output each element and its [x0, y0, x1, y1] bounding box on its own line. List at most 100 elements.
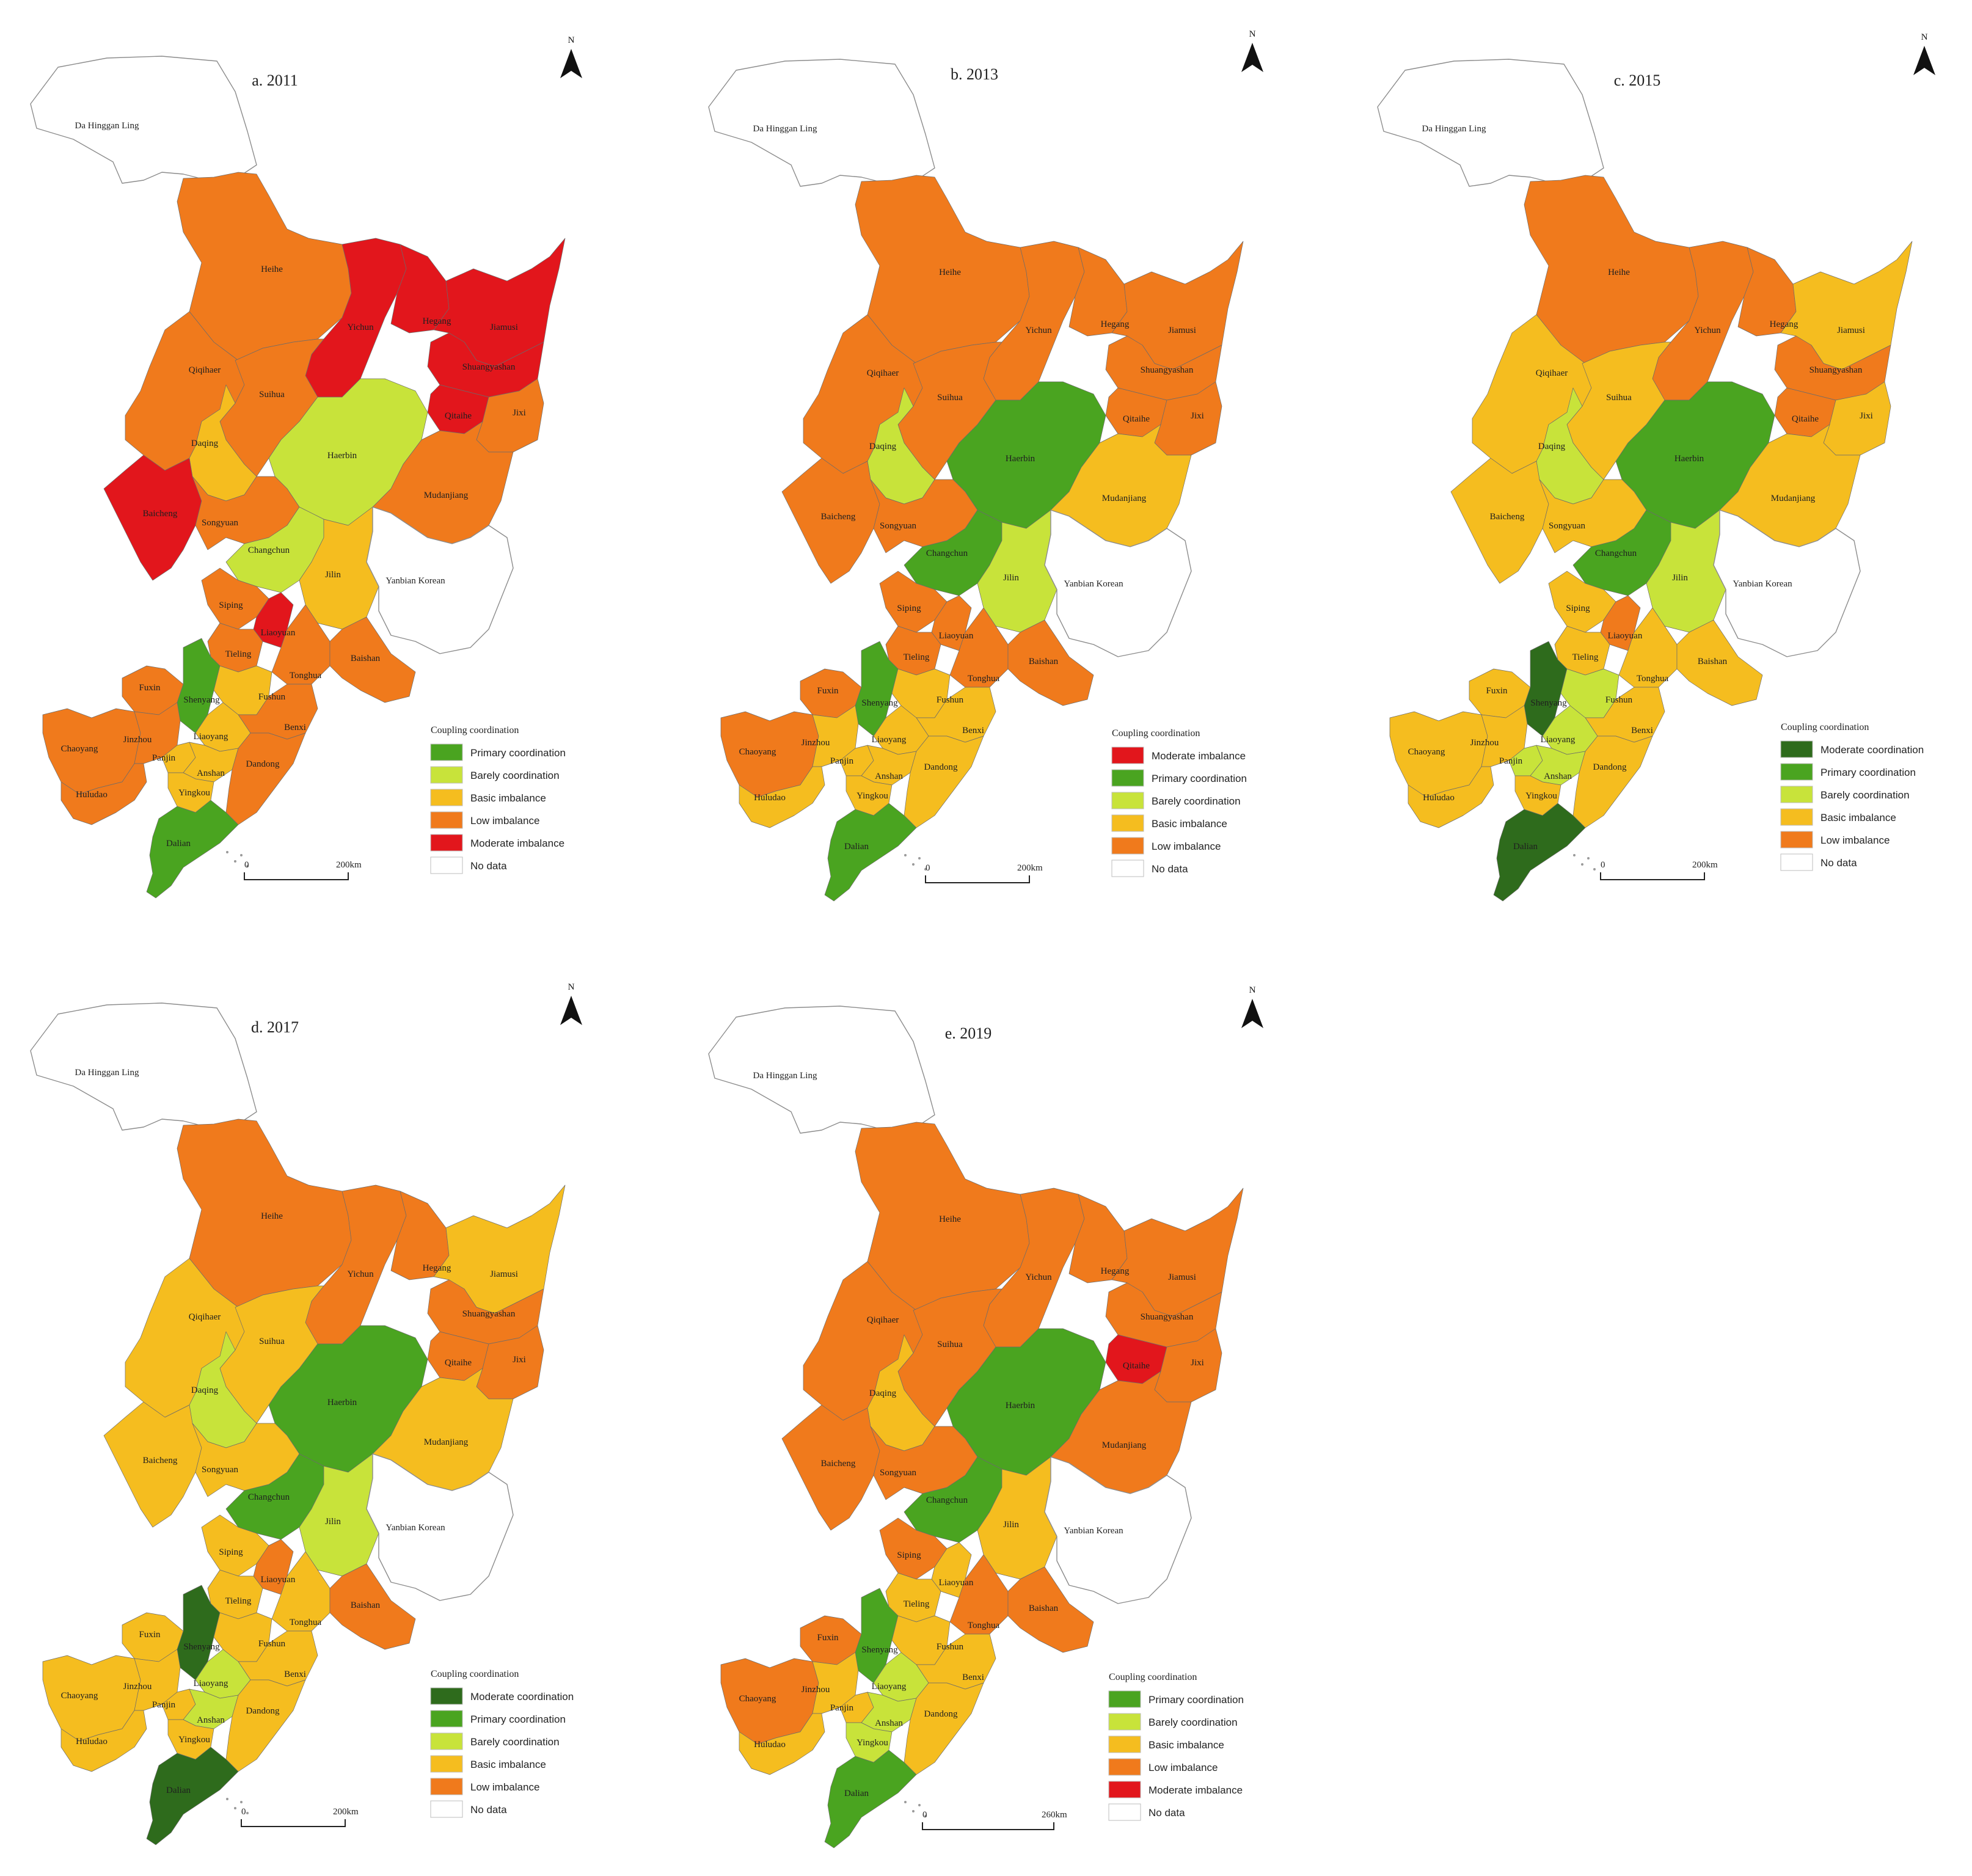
label-fushun: Fushun	[937, 1642, 964, 1652]
label-jilin: Jilin	[1672, 573, 1688, 583]
label-qiqihaer: Qiqihaer	[867, 1315, 899, 1325]
legend-swatch-primary-coordination	[430, 743, 463, 761]
panel-title: b. 2013	[951, 65, 998, 83]
region-yanbian-korean	[1044, 1456, 1192, 1604]
island-dot	[904, 1801, 907, 1803]
label-songyuan: Songyuan	[880, 521, 917, 531]
label-fushun: Fushun	[258, 1639, 286, 1649]
legend-swatch-primary-coordination	[1780, 763, 1813, 781]
label-jinzhou: Jinzhou	[123, 735, 152, 745]
label-tonghua: Tonghua	[290, 1618, 322, 1627]
label-huludao: Huludao	[1423, 793, 1455, 803]
legend-swatch-moderate-imbalance	[1111, 746, 1144, 764]
island-dot	[1573, 854, 1576, 856]
legend-swatch-basic-imbalance	[1108, 1735, 1141, 1753]
label-tonghua: Tonghua	[968, 1621, 1000, 1630]
island-dot	[246, 1812, 249, 1814]
legend-label: Basic imbalance	[1149, 1739, 1224, 1751]
label-shenyang: Shenyang	[861, 1645, 898, 1655]
label-haerbin: Haerbin	[327, 451, 357, 461]
label-mudanjiang: Mudanjiang	[1102, 494, 1147, 503]
legend-label: Basic imbalance	[1820, 812, 1896, 823]
region-huludao	[60, 763, 147, 825]
label-dandong: Dandong	[924, 1709, 958, 1719]
north-arrow-icon: N	[1913, 32, 1935, 75]
label-siping: Siping	[1566, 604, 1590, 613]
label-siping: Siping	[897, 1550, 921, 1560]
region-anshan	[183, 742, 239, 783]
label-benxi: Benxi	[962, 1673, 984, 1682]
label-jixi: Jixi	[513, 1355, 526, 1365]
legend-swatch-barely-coordination	[1111, 792, 1144, 809]
label-huludao: Huludao	[76, 1737, 108, 1746]
legend-swatch-basic-imbalance	[430, 1755, 463, 1773]
north-label: N	[1249, 985, 1256, 995]
legend: Coupling coordination Moderate imbalance P…	[1111, 728, 1247, 877]
label-tonghua: Tonghua	[1637, 674, 1669, 684]
label-yichun: Yichun	[1025, 1272, 1052, 1282]
legend-label: Low imbalance	[1820, 834, 1890, 846]
legend-swatch-basic-imbalance	[1111, 814, 1144, 832]
label-baishan: Baishan	[351, 654, 381, 663]
label-qiqihaer: Qiqihaer	[189, 365, 221, 375]
panel-title: a. 2011	[252, 71, 298, 89]
region-heihe	[177, 172, 352, 361]
label-jinzhou: Jinzhou	[1470, 738, 1499, 748]
legend-label: No data	[1152, 863, 1188, 875]
label-dandong: Dandong	[924, 762, 958, 772]
label-hegang: Hegang	[423, 316, 451, 326]
region-dandong	[904, 735, 984, 828]
label-baishan: Baishan	[1029, 1604, 1059, 1613]
legend-swatch-barely-coordination	[1108, 1713, 1141, 1731]
region-dalian	[146, 800, 239, 899]
label-liaoyang: Liaoyang	[872, 1682, 907, 1692]
legend-label: Barely coordination	[470, 770, 560, 781]
label-tonghua: Tonghua	[290, 671, 322, 681]
label-mudanjiang: Mudanjiang	[424, 1437, 469, 1447]
legend-label: Primary coordination	[470, 1714, 566, 1725]
label-changchun: Changchun	[1595, 549, 1637, 558]
island-dot	[1581, 863, 1583, 866]
region-baishan	[329, 1563, 416, 1650]
region-hegang	[390, 244, 450, 334]
island-dot	[246, 865, 249, 867]
panel-title: c. 2015	[1614, 71, 1661, 89]
region-anshan	[183, 1688, 239, 1729]
scale-distance-label: 200km	[1692, 860, 1718, 870]
label-panjin: Panjin	[152, 753, 176, 763]
label-liaoyang: Liaoyang	[194, 732, 228, 742]
region-da-hinggan-ling	[30, 1002, 257, 1131]
label-fuxin: Fuxin	[817, 686, 839, 696]
legend-label: No data	[1149, 1807, 1185, 1819]
label-qitaihe: Qitaihe	[445, 411, 472, 421]
island-dot	[240, 1801, 243, 1803]
label-benxi: Benxi	[1631, 726, 1653, 735]
map-panel-d-2017: Da Hinggan Ling Heihe Yichun Hegang Jiamusi Q…	[30, 1002, 566, 1845]
scale-zero-label: 0	[244, 860, 249, 870]
region-huludao	[739, 766, 825, 828]
label-chaoyang: Chaoyang	[61, 1691, 98, 1701]
north-arrow-icon: N	[1241, 985, 1263, 1028]
scale-zero-label: 0	[926, 863, 930, 873]
label-yingkou: Yingkou	[856, 791, 888, 801]
map-panel-c-2015: Da Hinggan Ling Heihe Yichun Hegang Jiamusi Q…	[1377, 59, 1913, 902]
region-baishan	[1007, 1566, 1094, 1653]
scale-bar: 0 200km	[244, 860, 362, 880]
label-chaoyang: Chaoyang	[739, 747, 776, 757]
region-da-hinggan-ling	[708, 1006, 935, 1134]
label-panjin: Panjin	[830, 1703, 854, 1713]
legend-swatch-primary-coordination	[1108, 1690, 1141, 1708]
label-baishan: Baishan	[1698, 657, 1728, 666]
label-suihua: Suihua	[259, 390, 285, 400]
legend-label: Low imbalance	[470, 815, 539, 827]
label-yanbian-korean: Yanbian Korean	[385, 576, 445, 586]
legend-label: Primary coordination	[1820, 767, 1916, 778]
label-shuangyashan: Shuangyashan	[462, 1309, 516, 1319]
island-dot	[912, 1810, 915, 1812]
label-dalian: Dalian	[844, 842, 869, 852]
island-dot	[234, 1807, 236, 1809]
label-yanbian-korean: Yanbian Korean	[1733, 579, 1792, 589]
label-changchun: Changchun	[248, 1492, 290, 1502]
label-songyuan: Songyuan	[202, 518, 239, 528]
region-heihe	[855, 1122, 1030, 1311]
